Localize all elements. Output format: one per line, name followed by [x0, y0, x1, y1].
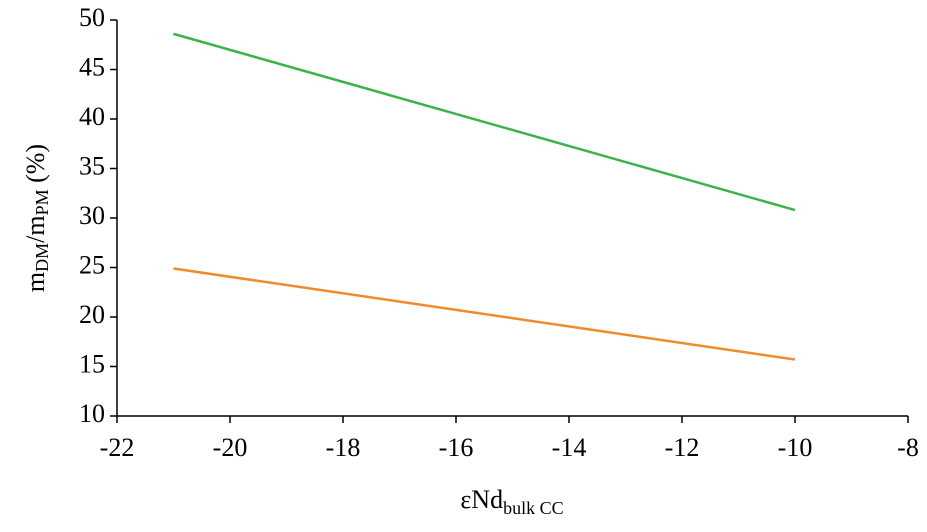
x-tick-label: -22 [100, 433, 135, 462]
series-line [173, 267, 796, 361]
label-sub: PM [32, 189, 52, 215]
series-line [173, 32, 796, 212]
x-tick-label: -18 [326, 433, 361, 462]
y-tick-label: 20 [79, 300, 105, 329]
x-tick-label: -20 [213, 433, 248, 462]
label-part: εNd [460, 485, 503, 514]
y-tick-label: 10 [79, 399, 105, 428]
label-part: /m [21, 215, 50, 242]
label-sub: bulk CC [503, 498, 564, 518]
x-tick-label: -14 [552, 433, 587, 462]
y-tick-label: 25 [79, 250, 105, 279]
y-tick-label: 45 [79, 52, 105, 81]
y-tick-label: 50 [79, 3, 105, 32]
x-tick-label: -8 [897, 433, 919, 462]
y-tick-label: 30 [79, 201, 105, 230]
label-sub: DM [32, 243, 52, 272]
y-tick-label: 15 [79, 349, 105, 378]
x-tick-label: -16 [439, 433, 474, 462]
y-tick-label: 40 [79, 102, 105, 131]
x-tick-label: -12 [665, 433, 700, 462]
x-axis-label: εNdbulk CC [460, 485, 563, 518]
y-axis-label: mDM/mPM (%) [21, 144, 52, 292]
x-tick-label: -10 [778, 433, 813, 462]
y-tick-label: 35 [79, 151, 105, 180]
label-part: (%) [21, 144, 50, 189]
label-part: m [21, 272, 50, 292]
